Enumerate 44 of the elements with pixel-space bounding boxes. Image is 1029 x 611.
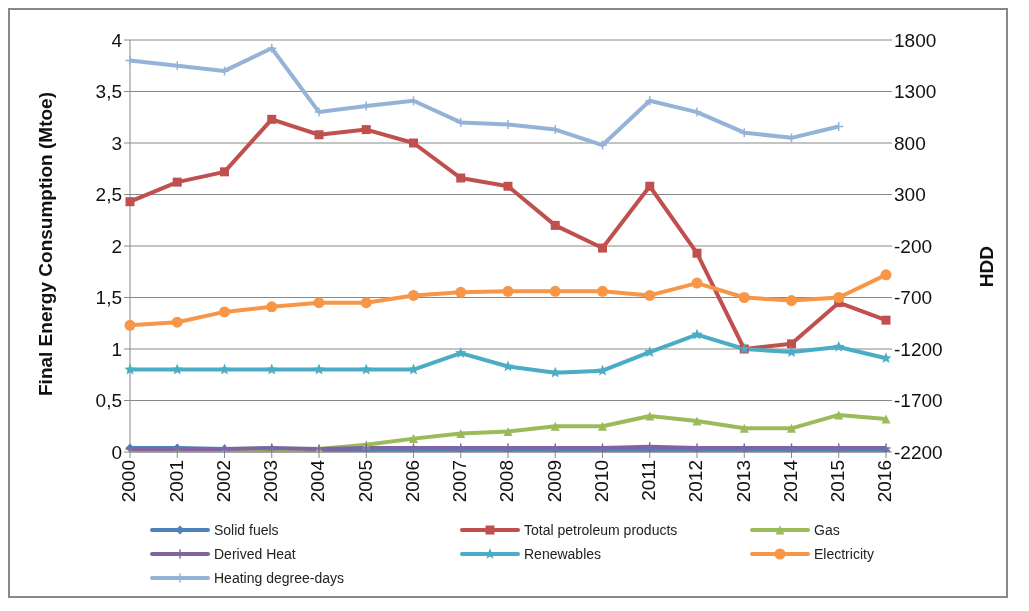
y2-tick-label: 1300 — [894, 81, 937, 103]
x-tick-label: 2010 — [590, 460, 612, 503]
legend-label: Derived Heat — [214, 546, 296, 562]
y2-axis-title: HDD — [975, 246, 997, 288]
y2-tick-label: -2200 — [894, 441, 943, 463]
x-tick-label: 2004 — [307, 459, 329, 503]
legend-label: Solid fuels — [214, 522, 279, 538]
y-tick-label: 3 — [111, 132, 122, 154]
x-tick-label: 2002 — [212, 460, 234, 503]
y-tick-label: 4 — [111, 29, 123, 51]
x-tick-label: 2005 — [354, 460, 376, 503]
y2-tick-label: -200 — [894, 235, 933, 257]
x-tick-label: 2003 — [260, 460, 282, 503]
legend-label: Renewables — [524, 546, 602, 562]
legend-label: Heating degree-days — [214, 570, 344, 586]
y2-tick-label: 1800 — [894, 29, 937, 51]
x-tick-label: 2016 — [874, 460, 896, 503]
legend-label: Total petroleum products — [524, 522, 678, 538]
y-tick-label: 1,5 — [95, 287, 122, 309]
y-tick-label: 1 — [111, 338, 122, 360]
x-tick-label: 2013 — [732, 460, 754, 503]
x-tick-label: 2011 — [638, 460, 660, 501]
x-tick-label: 2000 — [118, 460, 140, 503]
y2-tick-label: -1700 — [894, 390, 943, 412]
legend-label: Electricity — [814, 546, 874, 562]
y2-tick-label: -1200 — [894, 338, 943, 360]
y-tick-label: 0,5 — [95, 390, 122, 412]
y-axis-title: Final Energy Consumption (Mtoe) — [34, 92, 56, 396]
x-tick-label: 2008 — [496, 460, 518, 503]
y-tick-label: 3,5 — [95, 81, 122, 103]
x-tick-label: 2006 — [401, 460, 423, 503]
y-tick-label: 2 — [111, 235, 122, 257]
x-tick-label: 2007 — [449, 460, 471, 503]
x-tick-label: 2001 — [165, 460, 187, 503]
legend-label: Gas — [814, 522, 840, 538]
y-tick-label: 0 — [111, 441, 122, 463]
y-tick-label: 2,5 — [95, 184, 122, 206]
x-tick-label: 2009 — [543, 460, 565, 503]
y2-tick-label: 300 — [894, 184, 926, 206]
y2-tick-label: 800 — [894, 132, 926, 154]
x-tick-label: 2014 — [779, 459, 801, 503]
y2-tick-label: -700 — [894, 287, 933, 309]
x-tick-label: 2012 — [685, 460, 707, 503]
x-tick-label: 2015 — [827, 460, 849, 503]
